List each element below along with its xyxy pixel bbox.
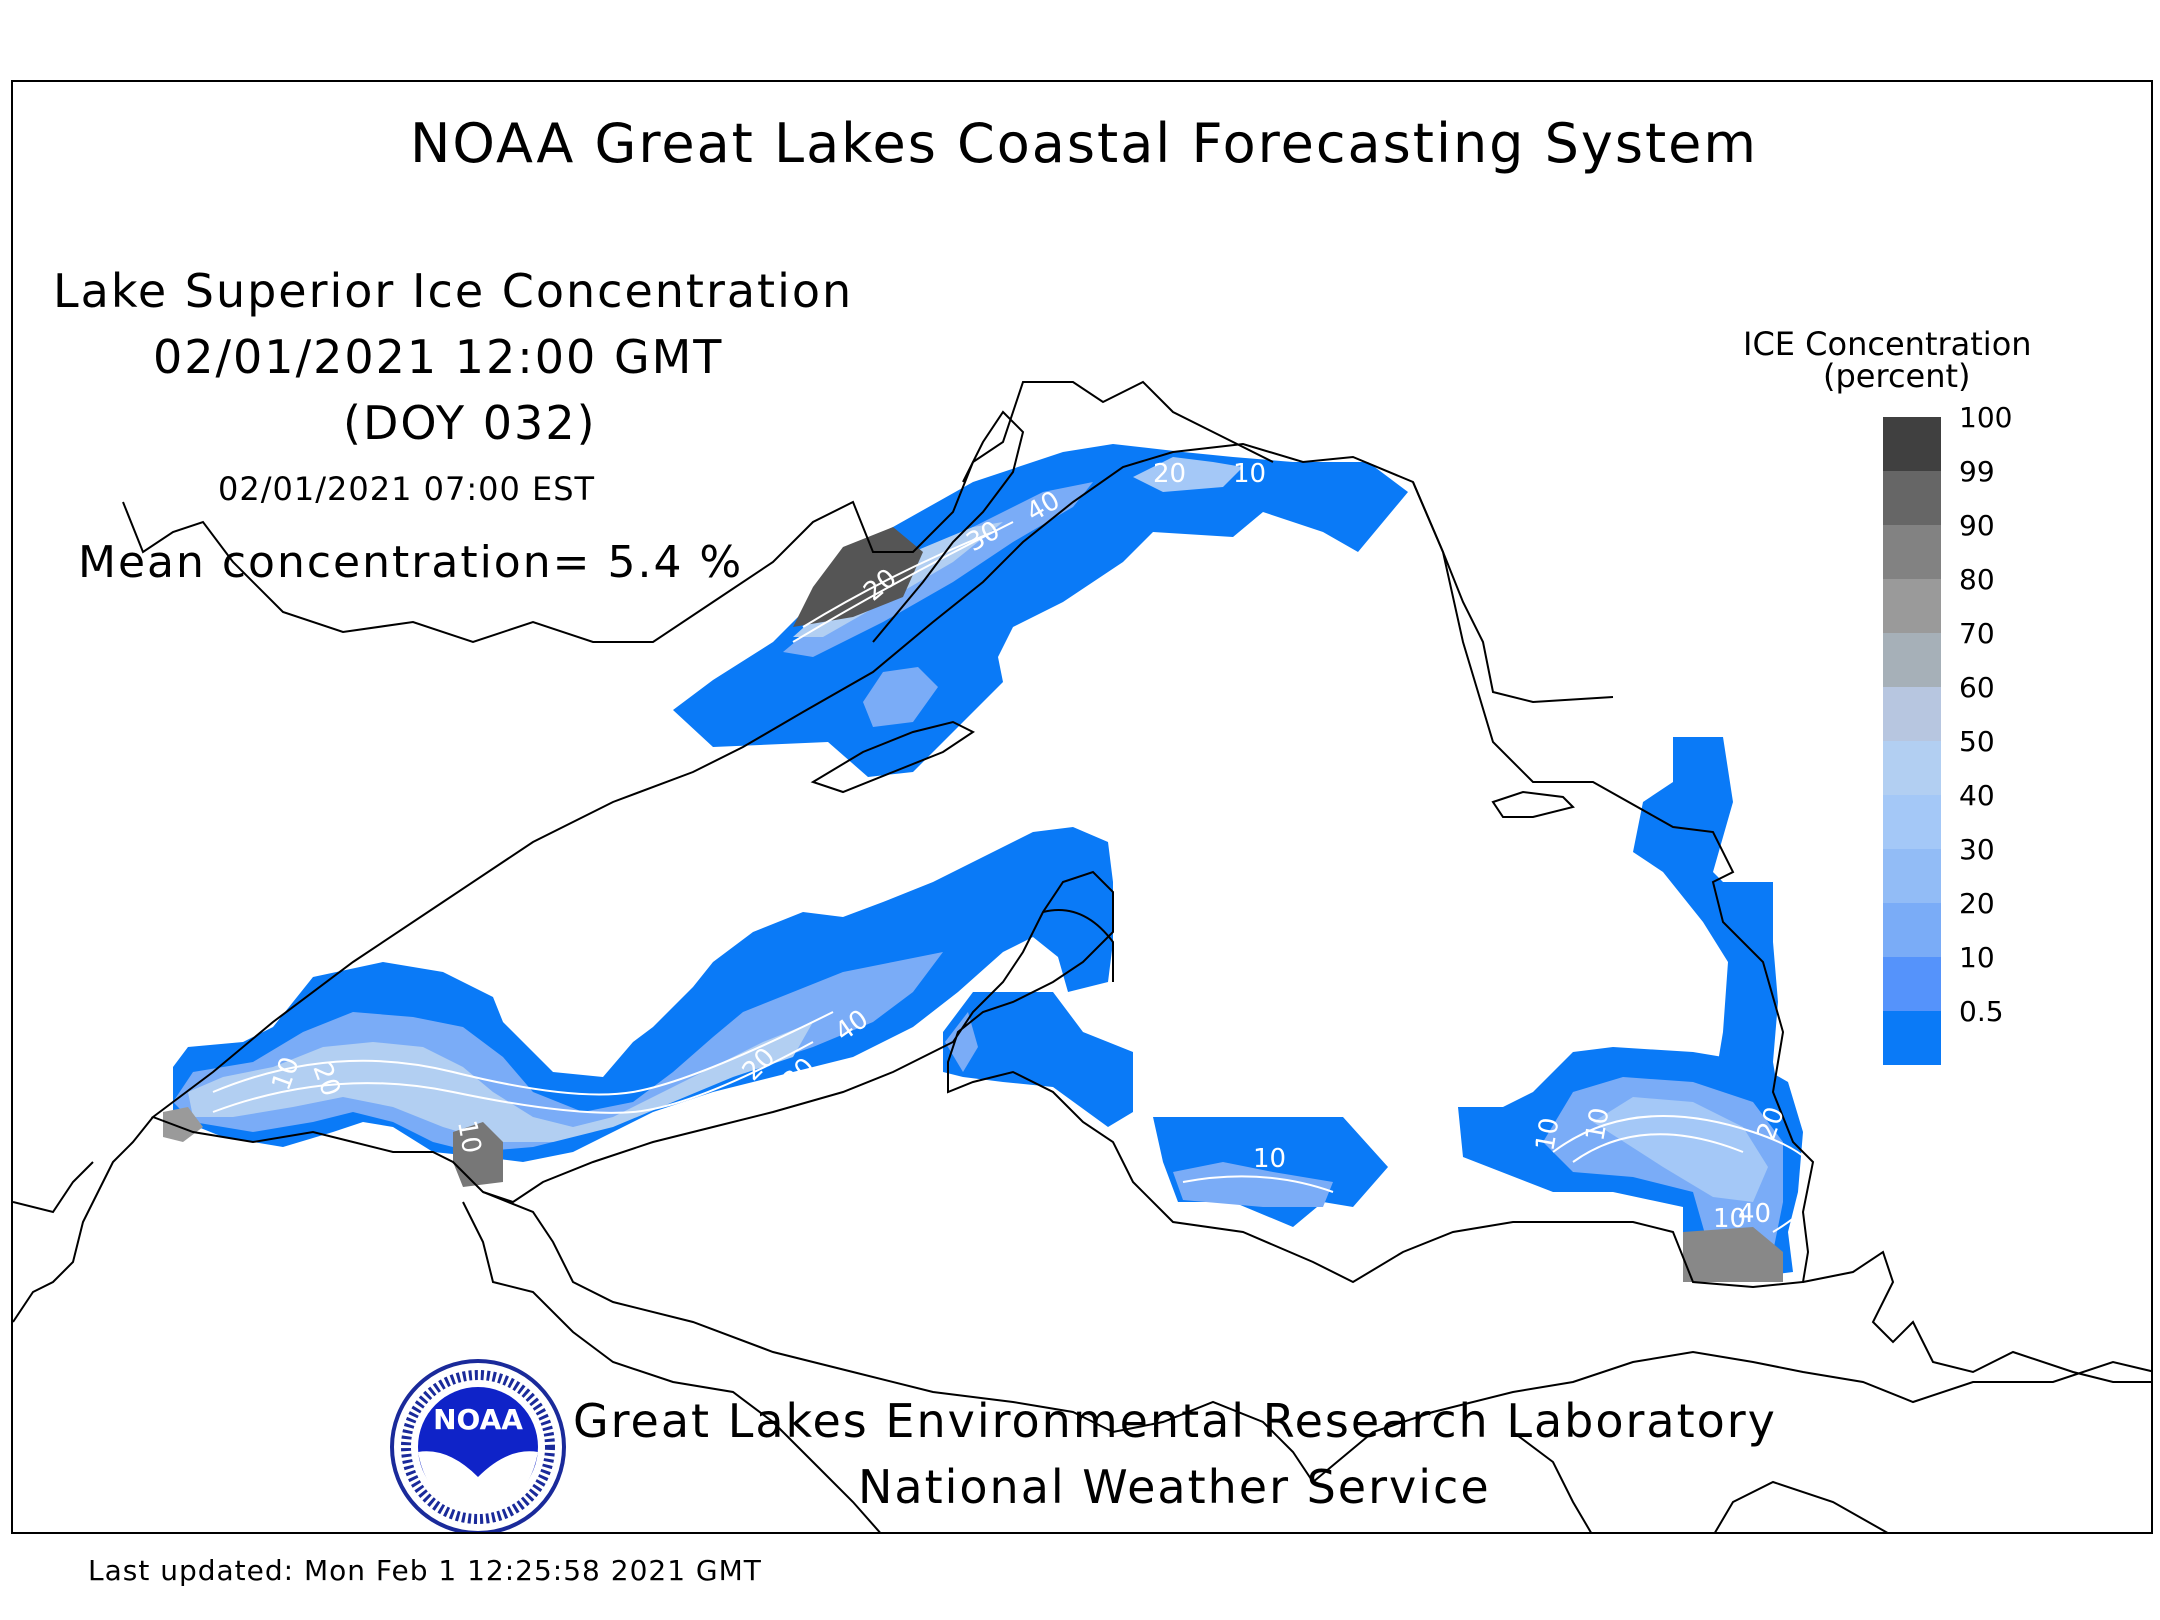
logo-text: NOAA bbox=[433, 1403, 523, 1436]
coastlines bbox=[13, 380, 2151, 1532]
ice-region-north-top bbox=[1133, 457, 1243, 492]
ice-region-southwest-high bbox=[188, 1022, 813, 1142]
datetime-est: 02/01/2021 07:00 EST bbox=[218, 470, 596, 508]
ice-region-west-tip-dark bbox=[163, 1107, 203, 1142]
contour-label: 10 bbox=[451, 1118, 486, 1156]
legend-label: 0.5 bbox=[1959, 995, 2004, 1028]
contour-label: 40 bbox=[1738, 1199, 1771, 1229]
ice-region-keweenaw bbox=[943, 992, 1133, 1127]
legend-label: 30 bbox=[1959, 833, 1995, 866]
ontario-east-border bbox=[1412, 481, 1614, 704]
thunder-bay-coast bbox=[872, 410, 1025, 643]
lake-michigan-north bbox=[1512, 1431, 1888, 1532]
legend-swatch bbox=[1883, 471, 1941, 525]
ice-region-keweenaw-edge bbox=[945, 1012, 978, 1072]
lake-superior-shoreline bbox=[150, 442, 1815, 1289]
contour-lines bbox=[212, 521, 1820, 1233]
legend-label: 20 bbox=[1959, 887, 1995, 920]
legend-label: 10 bbox=[1959, 941, 1995, 974]
legend-swatch bbox=[1883, 1011, 1941, 1065]
mn-inland bbox=[13, 1161, 94, 1214]
last-updated: Last updated: Mon Feb 1 12:25:58 2021 GM… bbox=[88, 1554, 762, 1587]
legend-label: 50 bbox=[1959, 725, 1995, 758]
legend-swatch bbox=[1883, 957, 1941, 1011]
legend-swatch bbox=[1883, 417, 1941, 471]
legend-colorbar bbox=[1883, 417, 1941, 1065]
legend-title: ICE Concentration bbox=[1743, 325, 2032, 363]
legend-swatch bbox=[1883, 741, 1941, 795]
legend-swatch bbox=[1883, 795, 1941, 849]
legend-swatch bbox=[1883, 903, 1941, 957]
michipicoten-island bbox=[1491, 790, 1575, 818]
eastern-coast bbox=[1802, 1250, 2151, 1383]
contour-label: 10 bbox=[1253, 1144, 1286, 1174]
datetime-gmt: 02/01/2021 12:00 GMT bbox=[153, 330, 724, 384]
contour-label: 10 bbox=[1713, 1204, 1746, 1234]
legend-swatch bbox=[1883, 633, 1941, 687]
legend-label: 99 bbox=[1959, 455, 1995, 488]
ice-region-south-center-mid bbox=[1173, 1162, 1333, 1207]
contour-label: 10 bbox=[1530, 1115, 1565, 1153]
ice-region-southwest-mid bbox=[173, 952, 943, 1152]
contour-label: 20 bbox=[1153, 459, 1186, 489]
ice-region-southwest-dark bbox=[453, 1122, 503, 1187]
isle-royale bbox=[810, 720, 975, 794]
page-title: NOAA Great Lakes Coastal Forecasting Sys… bbox=[410, 112, 1758, 175]
legend-label: 90 bbox=[1959, 509, 1995, 542]
legend-swatch bbox=[1883, 525, 1941, 579]
wi-mi-border bbox=[482, 1191, 1314, 1483]
legend-swatch bbox=[1883, 579, 1941, 633]
legend-label: 60 bbox=[1959, 671, 1995, 704]
map-subtitle: Lake Superior Ice Concentration bbox=[53, 264, 854, 318]
keweenaw-coast bbox=[1042, 909, 1114, 982]
ice-region-north-shore bbox=[673, 444, 1408, 777]
legend-unit: (percent) bbox=[1823, 357, 1971, 395]
contour-label: 10 bbox=[1233, 459, 1266, 489]
legend-label: 40 bbox=[1959, 779, 1995, 812]
noaa-logo: NOAA bbox=[390, 1359, 566, 1532]
ice-region-east-shore bbox=[1633, 737, 1778, 1112]
canada-shore bbox=[122, 380, 1274, 644]
ice-concentration-map: 10 20 10 20 40 30 10 20 40 30 10 20 10 2… bbox=[13, 380, 2151, 1532]
map-frame: 10 20 10 20 40 30 10 20 40 30 10 20 10 2… bbox=[11, 80, 2153, 1534]
credit-glerl: Great Lakes Environmental Research Labor… bbox=[573, 1394, 1777, 1448]
credit-nws: National Weather Service bbox=[858, 1460, 1491, 1514]
legend-swatch bbox=[1883, 687, 1941, 741]
ice-fields bbox=[163, 444, 1803, 1282]
state-border-mn-wi bbox=[13, 1116, 154, 1323]
contour-label: 10 bbox=[1580, 1105, 1615, 1143]
ice-region-north-inner bbox=[863, 667, 938, 727]
legend-label: 100 bbox=[1959, 401, 2013, 434]
ice-region-southeast-dark bbox=[1683, 1227, 1783, 1282]
legend-label: 80 bbox=[1959, 563, 1995, 596]
upper-peninsula-south bbox=[1312, 1350, 2151, 1483]
mean-concentration: Mean concentration= 5.4 % bbox=[78, 537, 744, 588]
wi-inland bbox=[462, 1201, 881, 1532]
legend-label: 70 bbox=[1959, 617, 1995, 650]
legend-swatch bbox=[1883, 849, 1941, 903]
day-of-year: (DOY 032) bbox=[343, 396, 597, 450]
